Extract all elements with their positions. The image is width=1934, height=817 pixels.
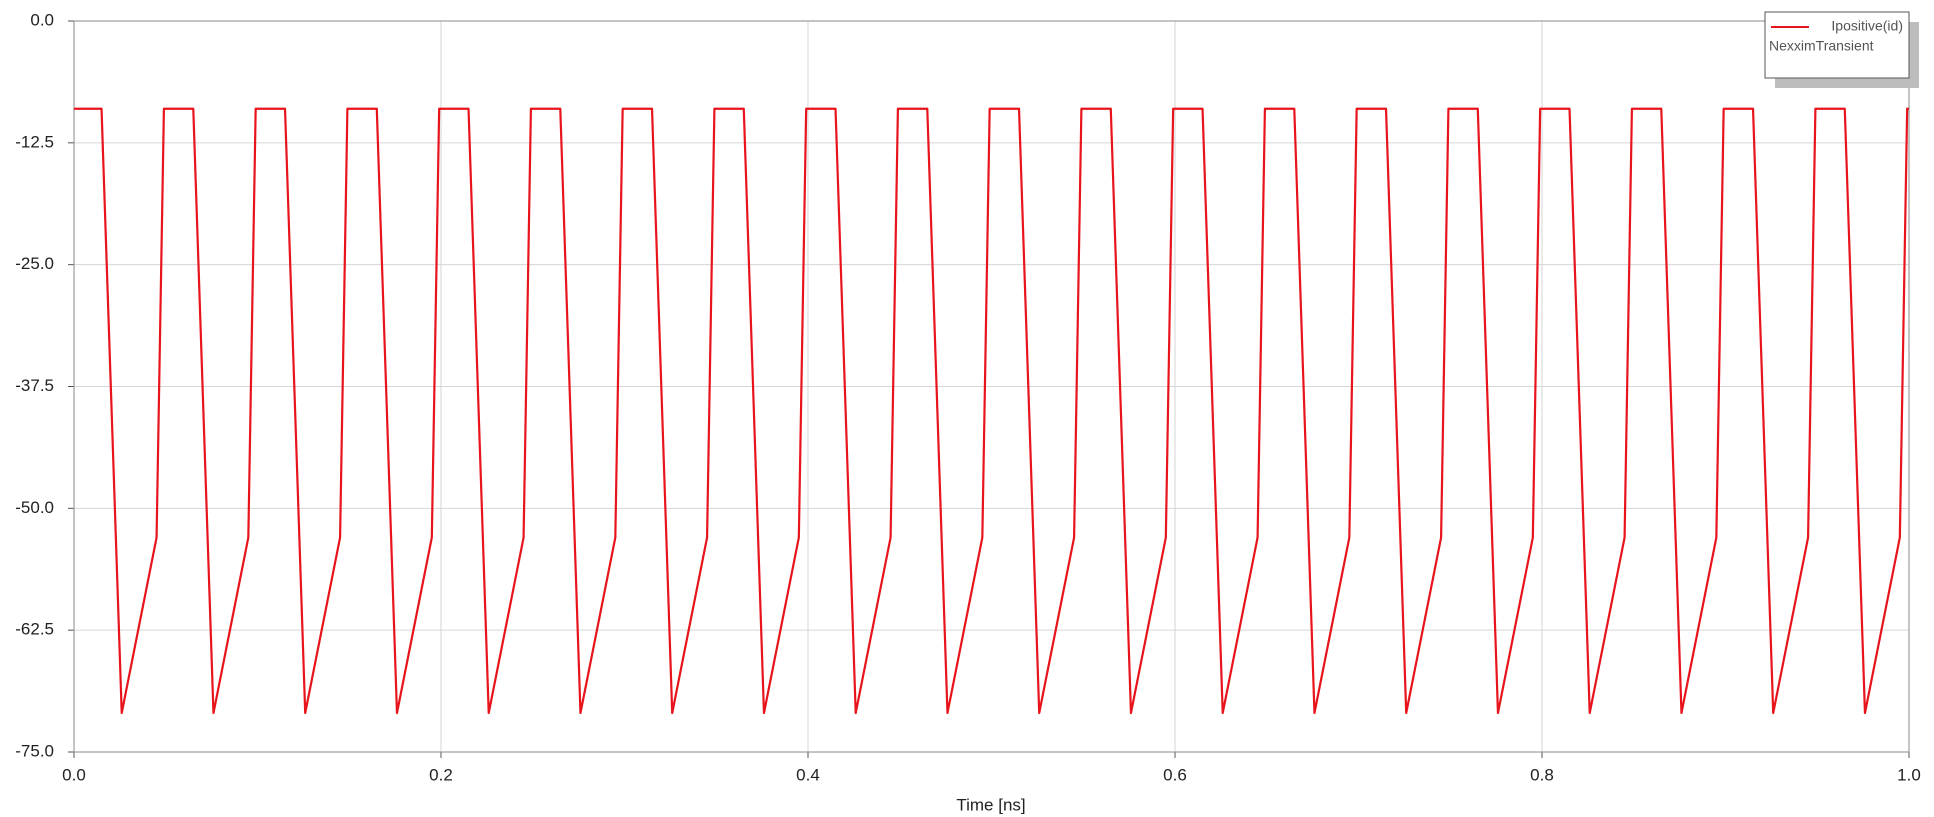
x-tick-label: 0.8 [1530,765,1554,784]
legend-box [1764,11,1910,79]
legend-label: Ipositive(id) [1831,18,1903,34]
x-tick-label: 0.2 [429,765,453,784]
x-tick-label: 0.6 [1163,765,1187,784]
y-tick-label: 0.0 [30,10,54,29]
y-tick-label: -12.5 [15,132,54,151]
y-tick-label: -75.0 [15,741,54,760]
y-tick-label: -50.0 [15,498,54,517]
y-tick-label: -62.5 [15,620,54,639]
x-tick-label: 1.0 [1897,765,1921,784]
x-tick-label: 0.0 [62,765,86,784]
legend-source: NexximTransient [1769,38,1874,54]
x-tick-label: 0.4 [796,765,820,784]
y-tick-label: -37.5 [15,376,54,395]
plot-frame [73,20,1910,753]
x-axis-label: Time [ns] [956,795,1025,814]
line-series [74,107,1909,715]
legend: Ipositive(id) NexximTransient [1764,11,1919,88]
y-tick-label: -25.0 [15,254,54,273]
